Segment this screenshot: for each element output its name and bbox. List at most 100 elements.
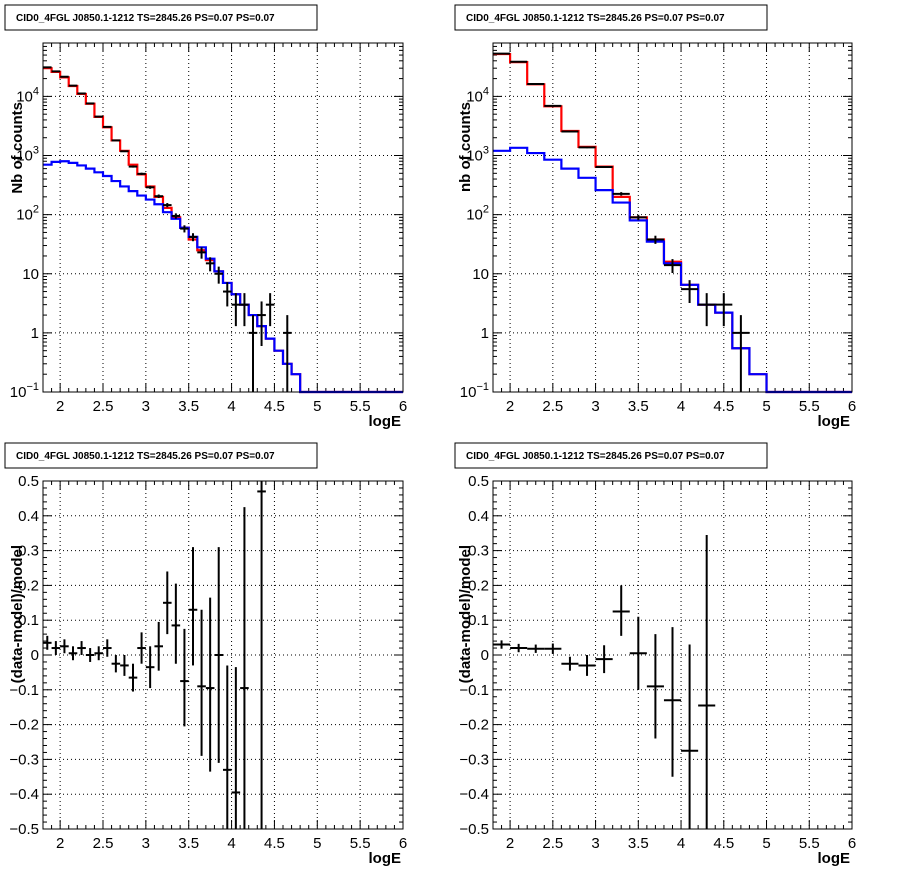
- y-tick-label: 10−1: [460, 381, 489, 401]
- x-tick-label: 4: [227, 398, 235, 415]
- chart-panel-top-left: 2 2.5 3 3.5 4 4.5 5 5.5 610−1110102103104logENb …: [4, 4, 407, 430]
- y-tick-label: −0.1: [459, 682, 489, 699]
- data-point: [197, 247, 206, 259]
- data-point: [681, 644, 699, 829]
- y-tick-label: −0.5: [9, 821, 39, 838]
- data-point: [595, 645, 613, 674]
- y-tick-label: 104: [16, 85, 39, 105]
- chart-title: CID0_4FGL J0850.1-1212 TS=2845.26 PS=0.0…: [16, 13, 275, 24]
- data-point: [646, 235, 664, 244]
- data-point: [111, 655, 121, 673]
- x-tick-label: 4: [227, 835, 235, 852]
- data-point: [715, 293, 733, 327]
- x-tick-label: 5.5: [799, 398, 820, 415]
- chart-title: CID0_4FGL J0850.1-1212 TS=2845.26 PS=0.0…: [16, 451, 275, 462]
- x-tick-label: 3: [142, 835, 150, 852]
- data-point: [145, 185, 155, 189]
- data-point: [698, 293, 716, 327]
- y-axis-title: (data-model)/model: [457, 545, 474, 683]
- chart-title-box: [4, 4, 318, 31]
- y-tick-label: 0.5: [468, 473, 489, 490]
- y-tick-label-exponent: −1: [476, 381, 489, 393]
- chart-title-box: [454, 4, 768, 31]
- data-point: [612, 192, 630, 196]
- x-tick-label: 5.5: [799, 835, 820, 852]
- y-tick-label: 0.4: [468, 508, 489, 525]
- y-tick-label-base: 10: [466, 148, 483, 165]
- data-point: [595, 165, 613, 168]
- data-point: [257, 301, 266, 346]
- x-tick-label: 5: [313, 835, 321, 852]
- y-tick-label-base: 10: [460, 384, 477, 401]
- plot-frame: [492, 480, 853, 830]
- y-tick-label: 103: [466, 145, 489, 165]
- data-point: [128, 165, 138, 168]
- data-point: [240, 507, 249, 829]
- data-point: [231, 667, 241, 829]
- y-tick-label: −0.3: [459, 751, 489, 768]
- data-point: [265, 293, 275, 327]
- data-point: [214, 266, 223, 284]
- x-tick-label: 5: [762, 835, 770, 852]
- y-tick-label: 0.4: [18, 508, 39, 525]
- data-point: [188, 547, 198, 666]
- x-axis-title: logE: [818, 850, 851, 867]
- data-point: [205, 597, 215, 772]
- y-tick-label: 0.2: [468, 577, 489, 594]
- y-tick-label: −0.4: [9, 786, 39, 803]
- data-point: [77, 641, 86, 655]
- data-point: [663, 627, 682, 777]
- x-axis-title: logE: [818, 413, 851, 430]
- data-point: [43, 635, 52, 650]
- y-axis-title: nb of counts: [457, 102, 474, 192]
- y-tick-label: 0.5: [18, 473, 39, 490]
- data-point: [681, 280, 699, 304]
- data-point: [663, 259, 682, 273]
- y-tick-label: 10: [472, 266, 489, 283]
- y-tick-label: −0.2: [459, 717, 489, 734]
- y-tick-label-base: 10: [466, 207, 483, 224]
- y-tick-label-exponent: 4: [483, 85, 489, 97]
- x-tick-label: 5.5: [350, 835, 371, 852]
- data-point: [60, 639, 69, 654]
- data-point: [180, 225, 189, 233]
- x-tick-label: 3.5: [178, 835, 199, 852]
- chart-panel-bottom-left: 2 2.5 3 3.5 4 4.5 5 5.5 6 −0.5 −0.4 −0.3 −0.2 −0.1 0 0.…: [4, 442, 407, 867]
- x-tick-label: 5: [313, 398, 321, 415]
- axis-ticks: [42, 42, 404, 393]
- y-tick-label-base: 10: [466, 88, 483, 105]
- chart-title-box: [454, 442, 768, 469]
- data-point: [214, 547, 223, 763]
- y-tick-label: 102: [16, 204, 39, 224]
- x-tick-label: 5: [762, 398, 770, 415]
- data-point: [145, 646, 155, 689]
- x-tick-label: 2.5: [542, 835, 563, 852]
- y-tick-label: 104: [466, 85, 489, 105]
- plot-frame: [42, 42, 404, 393]
- y-tick-label: 10−1: [10, 381, 39, 401]
- data-point: [171, 583, 181, 664]
- y-tick-label-exponent: −1: [26, 381, 39, 393]
- data-point: [154, 194, 163, 199]
- data-point: [223, 665, 232, 829]
- y-tick-label: 103: [16, 145, 39, 165]
- x-tick-label: 6: [399, 398, 407, 415]
- data-point: [223, 282, 232, 307]
- x-tick-label: 4.5: [264, 398, 285, 415]
- data-point: [137, 172, 146, 176]
- chart-panel-bottom-right: 2 2.5 3 3.5 4 4.5 5 5.5 6 −0.5 −0.4 −0.3 −0.2 −0.1 0 0.…: [454, 442, 856, 867]
- y-tick-label-exponent: 3: [483, 145, 489, 157]
- data-point: [646, 634, 664, 739]
- plot-frame: [492, 42, 853, 393]
- x-axis-title: logE: [369, 850, 402, 867]
- x-tick-label: 4: [677, 835, 685, 852]
- x-tick-label: 2.5: [93, 398, 114, 415]
- y-tick-label-base: 10: [10, 384, 27, 401]
- data-point: [111, 139, 121, 142]
- data-point: [94, 646, 103, 661]
- data-point: [154, 621, 163, 671]
- data-point: [248, 315, 258, 392]
- y-tick-label: 0.1: [468, 612, 489, 629]
- y-tick-label-exponent: 2: [33, 204, 39, 216]
